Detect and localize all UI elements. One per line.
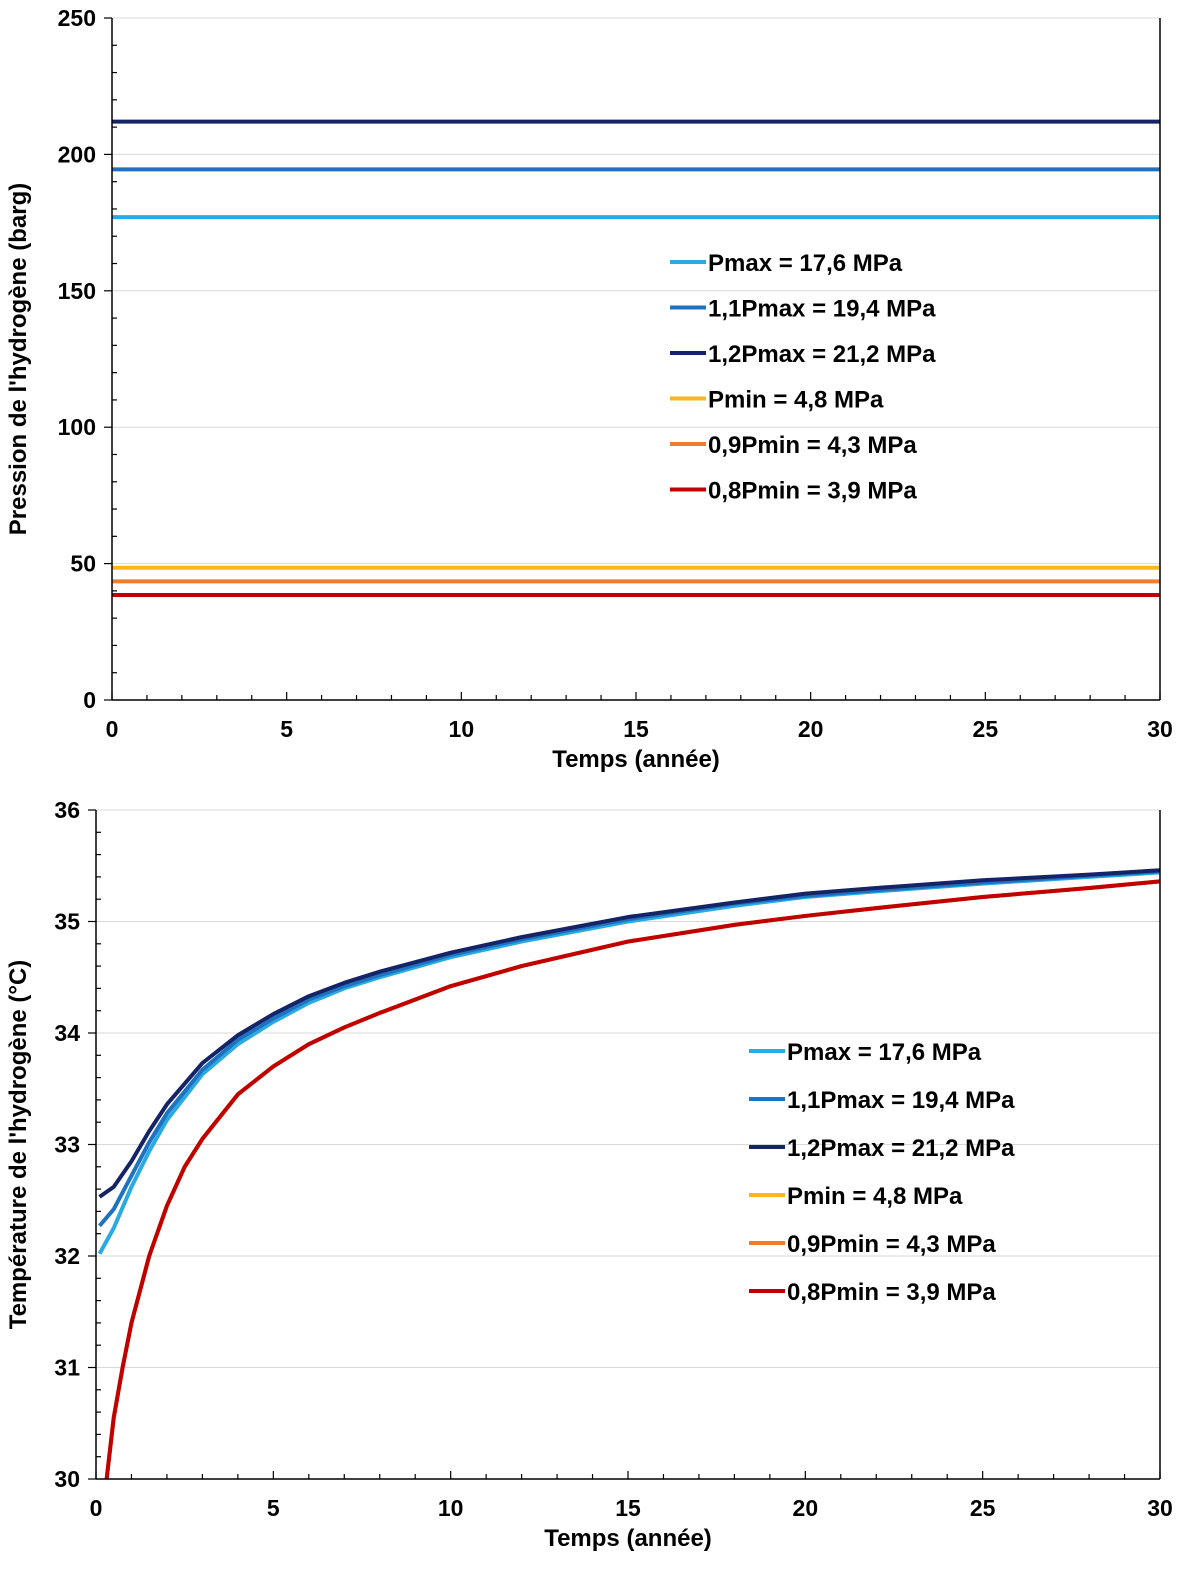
legend-label-4: Pmin = 4,8 MPa	[708, 387, 884, 414]
legend-label-6: 0,8Pmin = 3,9 MPa	[708, 478, 917, 505]
y-tick-label: 31	[54, 1355, 80, 1381]
y-axis-title: Température de l'hydrogène (°C)	[5, 960, 32, 1330]
y-tick-label: 35	[54, 909, 80, 935]
legend-label-5: 0,9Pmin = 4,3 MPa	[708, 432, 917, 459]
y-tick-label: 36	[54, 798, 80, 823]
x-tick-label: 5	[267, 1495, 280, 1521]
x-axis-title: Temps (année)	[552, 746, 720, 773]
series-line-3	[98, 868, 1161, 1199]
y-tick-label: 200	[58, 141, 96, 167]
x-tick-label: 10	[449, 716, 475, 742]
legend: Pmax = 17,6 MPa 1,1Pmax = 19,4 MPa 1,2Pmax…	[670, 250, 936, 505]
y-tick-label: 100	[58, 414, 96, 440]
legend-label-6: 0,8Pmin = 3,9 MPa	[787, 1279, 996, 1306]
x-tick-label: 5	[280, 716, 293, 742]
y-tick-label: 50	[70, 551, 96, 577]
y-axis-title: Pression de l'hydrogène (barg)	[5, 183, 32, 535]
legend-label-5: 0,9Pmin = 4,3 MPa	[787, 1231, 996, 1258]
x-tick-label: 25	[970, 1495, 996, 1521]
series-line-2	[98, 869, 1161, 1228]
legend-label-1: Pmax = 17,6 MPa	[708, 250, 903, 277]
x-tick-label: 20	[798, 716, 824, 742]
pressure-chart: 0 50 100 150 200 250 0 5 10 15 20 25 30 Temps (année)…	[5, 5, 1173, 773]
legend-label-3: 1,2Pmax = 21,2 MPa	[708, 341, 936, 368]
y-tick-label: 0	[83, 687, 96, 713]
legend-label-2: 1,1Pmax = 19,4 MPa	[708, 296, 936, 323]
y-tick-label: 34	[54, 1020, 80, 1046]
series-line-6	[104, 879, 1161, 1480]
x-tick-label: 15	[615, 1495, 641, 1521]
legend-label-4: Pmin = 4,8 MPa	[787, 1183, 963, 1210]
x-tick-label: 30	[1147, 1495, 1173, 1521]
series-line-4	[104, 879, 1161, 1480]
x-tick-label: 0	[106, 716, 119, 742]
legend-label-3: 1,2Pmax = 21,2 MPa	[787, 1135, 1015, 1162]
temperature-chart: 30 31 32 33 34 35 36 0 5 10 15 20 25 30 Temps (année) T…	[5, 798, 1173, 1552]
y-tick-label: 32	[54, 1243, 80, 1269]
legend-label-1: Pmax = 17,6 MPa	[787, 1039, 982, 1066]
x-tick-label: 15	[623, 716, 649, 742]
y-tick-label: 150	[58, 278, 96, 304]
x-tick-label: 0	[90, 1495, 103, 1521]
series-line-5	[104, 879, 1161, 1480]
y-tick-label: 250	[58, 5, 96, 31]
x-axis-title: Temps (année)	[544, 1525, 712, 1552]
x-tick-label: 20	[793, 1495, 819, 1521]
series-line-1	[97, 870, 1161, 1255]
x-tick-label: 10	[438, 1495, 464, 1521]
x-tick-label: 25	[973, 716, 999, 742]
x-tick-label: 30	[1147, 716, 1173, 742]
y-tick-label: 33	[54, 1132, 80, 1158]
y-tick-label: 30	[54, 1466, 80, 1492]
legend: Pmax = 17,6 MPa 1,1Pmax = 19,4 MPa 1,2Pmax…	[749, 1039, 1015, 1306]
legend-label-2: 1,1Pmax = 19,4 MPa	[787, 1087, 1015, 1114]
